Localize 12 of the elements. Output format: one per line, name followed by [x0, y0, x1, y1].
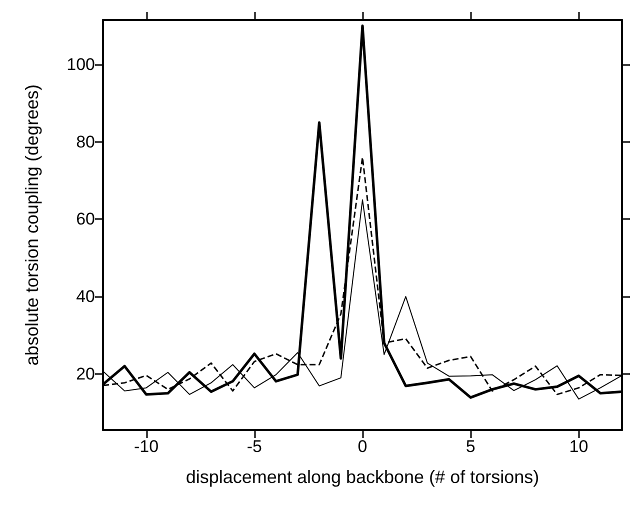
x-tick-label: 0 [358, 437, 368, 456]
y-tick-label: 100 [66, 54, 95, 74]
x-axis-title: displacement along backbone (# of torsions) [186, 467, 540, 487]
x-tick-label: 5 [466, 437, 476, 456]
y-axis-title: absolute torsion coupling (degrees) [22, 84, 42, 366]
y-tick-label: 40 [76, 287, 95, 306]
y-tick-label: 20 [76, 364, 95, 384]
x-tick-label: -10 [134, 437, 159, 456]
y-tick-label: 80 [76, 132, 95, 152]
y-tick-label: 60 [76, 210, 95, 229]
x-tick-label: -5 [246, 437, 262, 456]
x-tick-label: 10 [569, 437, 588, 456]
